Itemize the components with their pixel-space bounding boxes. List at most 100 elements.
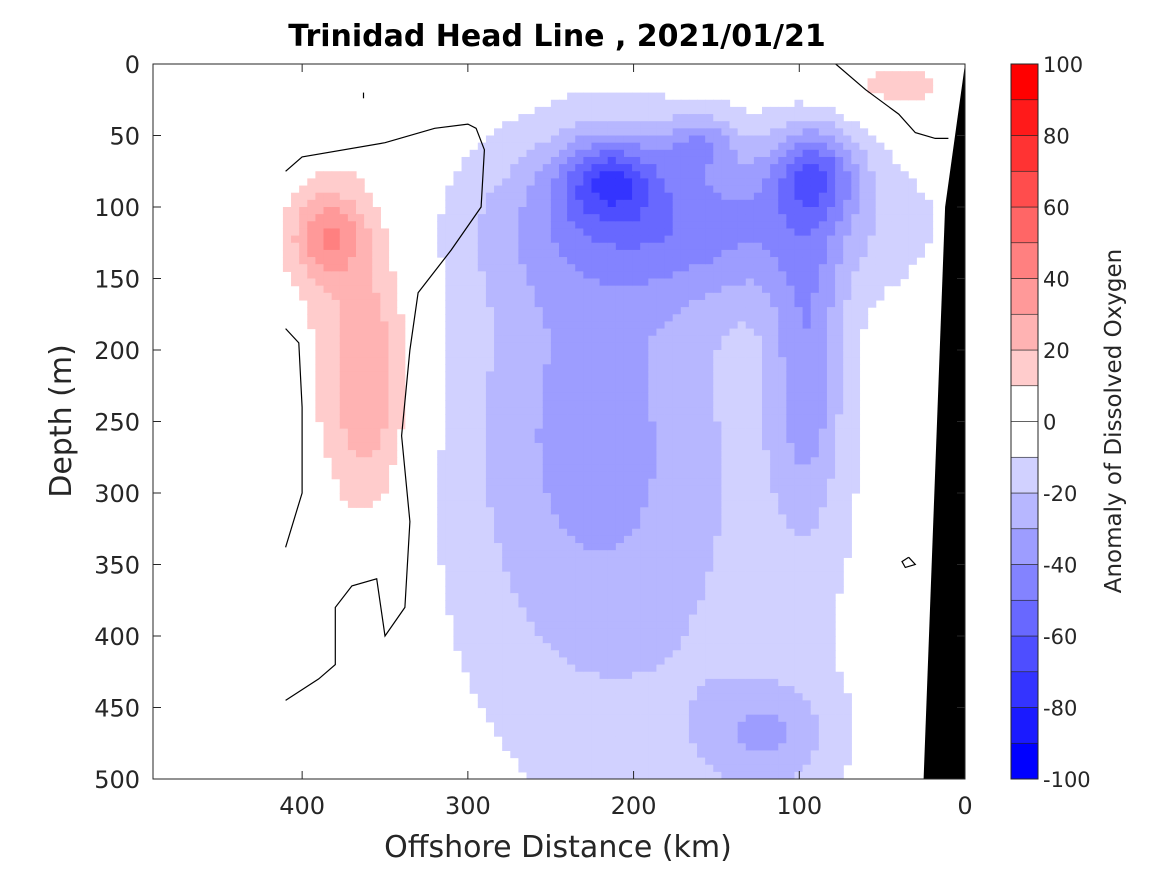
contour-cell (826, 407, 836, 415)
contour-cell (705, 771, 714, 779)
contour-cell (818, 214, 828, 222)
contour-cell (729, 164, 739, 172)
contour-cell (583, 328, 593, 337)
contour-cell (510, 500, 519, 508)
contour-cell (550, 378, 560, 387)
contour-cell (640, 636, 649, 644)
contour-cell (542, 664, 552, 673)
contour-cell (615, 435, 625, 444)
contour-cell (729, 271, 739, 280)
contour-cell (388, 457, 398, 465)
contour-cell (372, 214, 381, 222)
contour-cell (664, 714, 674, 723)
contour-cell (615, 407, 625, 415)
contour-cell (380, 228, 390, 237)
contour-cell (599, 292, 609, 301)
contour-cell (502, 321, 511, 330)
contour-cell (721, 342, 731, 351)
contour-cell (745, 328, 755, 337)
contour-cell (453, 207, 463, 215)
contour-cell (835, 400, 844, 408)
contour-cell (364, 307, 373, 315)
contour-cell (778, 271, 787, 280)
contour-cell (648, 535, 658, 544)
contour-cell (356, 178, 365, 187)
contour-cell (494, 628, 503, 637)
contour-cell (705, 485, 714, 494)
contour-cell (786, 428, 796, 437)
contour-cell (729, 728, 739, 737)
contour-cell (477, 657, 487, 666)
contour-cell (632, 585, 641, 594)
contour-cell (786, 442, 796, 451)
contour-cell (664, 371, 674, 380)
contour-cell (640, 328, 649, 337)
contour-cell (542, 464, 552, 473)
contour-cell (753, 192, 763, 201)
contour-cell (445, 428, 455, 437)
contour-cell (745, 500, 755, 508)
contour-cell (656, 242, 666, 251)
contour-cell (437, 500, 446, 508)
contour-cell (778, 471, 787, 480)
contour-cell (664, 657, 674, 666)
contour-cell (835, 285, 844, 294)
contour-cell (737, 578, 747, 587)
contour-cell (778, 686, 787, 694)
contour-cell (705, 478, 714, 487)
contour-cell (550, 207, 560, 215)
contour-cell (713, 321, 722, 330)
contour-cell (518, 564, 528, 573)
contour-cell (542, 585, 552, 594)
contour-cell (299, 249, 308, 258)
contour-cell (485, 464, 495, 473)
contour-cell (534, 271, 544, 280)
contour-cell (591, 149, 601, 158)
contour-cell (323, 407, 333, 415)
contour-cell (729, 650, 739, 659)
contour-cell (729, 514, 739, 523)
contour-cell (688, 650, 698, 659)
contour-cell (445, 464, 455, 473)
contour-cell (583, 235, 593, 244)
contour-cell (615, 192, 625, 201)
contour-cell (599, 707, 609, 716)
contour-cell (607, 421, 617, 430)
contour-cell (502, 264, 511, 272)
contour-cell (794, 392, 804, 401)
contour-cell (388, 314, 398, 322)
contour-cell (818, 657, 828, 666)
contour-cell (372, 228, 381, 237)
contour-cell (770, 593, 779, 601)
contour-cell (810, 607, 820, 616)
contour-cell (583, 292, 593, 301)
contour-cell (591, 435, 601, 444)
contour-cell (623, 342, 633, 351)
contour-cell (721, 299, 731, 308)
contour-cell (656, 278, 666, 287)
contour-cell (364, 242, 373, 251)
contour-cell (485, 457, 495, 465)
contour-cell (534, 335, 544, 344)
contour-cell (364, 235, 373, 244)
contour-cell (510, 686, 519, 694)
contour-cell (526, 500, 536, 508)
contour-cell (778, 185, 787, 194)
contour-cell (762, 171, 771, 179)
contour-cell (623, 571, 633, 580)
contour-cell (534, 686, 544, 694)
contour-cell (672, 314, 682, 322)
contour-cell (729, 450, 739, 458)
contour-cell (307, 249, 316, 258)
contour-cell (688, 106, 698, 115)
contour-cell (802, 550, 812, 558)
contour-cell (705, 400, 714, 408)
contour-cell (729, 106, 739, 115)
contour-cell (826, 478, 836, 487)
contour-cell (526, 514, 536, 523)
contour-cell (745, 707, 755, 716)
contour-cell (810, 285, 820, 294)
contour-cell (607, 342, 617, 351)
contour-cell (664, 671, 674, 680)
contour-cell (632, 192, 641, 201)
